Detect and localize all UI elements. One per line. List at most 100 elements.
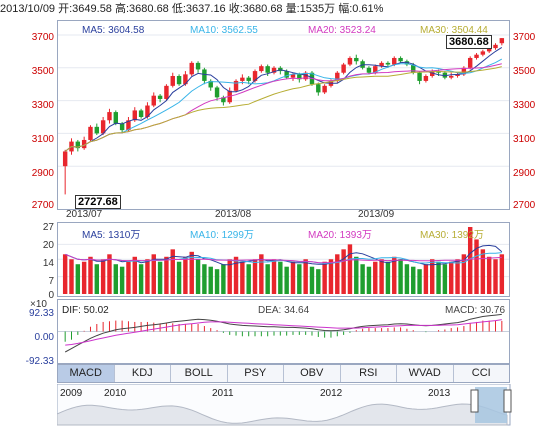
volume-bar (423, 264, 429, 294)
ma30-line (64, 66, 502, 152)
volume-bar (100, 259, 106, 294)
price-ytick-right: 3700 (513, 32, 536, 43)
price-ytick-right: 3300 (513, 100, 536, 111)
vol-ytick: 14 (42, 258, 54, 269)
volume-bar (499, 254, 505, 294)
tab-obv[interactable]: OBV (284, 365, 341, 382)
candle-body (442, 72, 448, 78)
volume-bar (442, 264, 448, 294)
candle-body (233, 80, 239, 91)
vol-ytick: 27 (42, 222, 54, 233)
volume-bar (62, 254, 68, 294)
tab-rsi[interactable]: RSI (341, 365, 397, 382)
volume-bar (271, 259, 277, 294)
history-overview[interactable] (57, 384, 517, 426)
volume-bar (455, 259, 460, 294)
candle-body (284, 71, 289, 78)
tab-macd[interactable]: MACD (58, 365, 115, 382)
volume-bar (69, 259, 74, 294)
volume-bar (480, 249, 486, 294)
volume-bar (132, 256, 137, 294)
date-tick: 2013/08 (215, 209, 252, 220)
overview-right-handle (503, 389, 512, 413)
tab-kdj[interactable]: KDJ (115, 365, 171, 382)
price-ytick-right: 3500 (513, 66, 536, 77)
candle-body (138, 110, 144, 117)
volume-bar (214, 269, 220, 294)
volume-bar (436, 261, 441, 294)
ma20-legend: MA20: 3523.24 (308, 25, 376, 36)
volume-bar (474, 239, 479, 294)
candle-body (88, 126, 93, 140)
candle-body (183, 74, 188, 85)
volume-bar (328, 259, 334, 294)
volume-bar (189, 251, 194, 294)
volume-bar (81, 261, 87, 294)
volume-bar (347, 244, 353, 294)
price-ytick-right: 3100 (513, 134, 536, 145)
volume-bar (392, 256, 397, 294)
volume-bar (145, 259, 150, 294)
volume-bar (259, 254, 264, 294)
candle-body (119, 123, 125, 131)
candle-body (316, 84, 321, 93)
price-ytick-left: 3700 (31, 32, 54, 43)
price-ytick-left: 2900 (31, 168, 54, 179)
volume-bar (461, 254, 467, 294)
candle-body (493, 44, 498, 49)
tab-wvad[interactable]: WVAD (397, 365, 454, 382)
volume-bar (398, 259, 403, 294)
ma5-legend: MA5: 3604.58 (82, 25, 145, 36)
volume-bar (195, 259, 201, 294)
candle-body (75, 141, 81, 149)
candle-body (100, 120, 106, 134)
volume-bar (486, 256, 492, 294)
candle-body (132, 110, 137, 121)
candle-body (430, 71, 435, 76)
candle-body (246, 77, 251, 81)
candle-body (214, 87, 220, 98)
candle-body (461, 67, 467, 75)
candle-body (379, 62, 384, 67)
price-ytick-right: 2900 (513, 168, 536, 179)
volume-bar (183, 256, 188, 294)
macd-ytick: -92.33 (25, 356, 54, 367)
price-ytick-left: 3300 (31, 100, 54, 111)
candle-body (354, 57, 359, 62)
volume-bar (373, 261, 378, 294)
overview-year: 2010 (104, 388, 127, 399)
volume-bar (404, 264, 410, 294)
volume-bar (284, 266, 289, 294)
candle-body (221, 97, 226, 103)
vol-ma30-legend: MA30: 1392万 (420, 230, 484, 241)
candle-body (373, 66, 378, 73)
candle-body (126, 120, 131, 131)
candle-body (499, 38, 505, 44)
price-chart (58, 34, 509, 195)
volume-bar (138, 264, 144, 294)
tab-cci[interactable]: CCI (471, 367, 491, 379)
overview-selection (475, 387, 507, 423)
volume-bar (309, 266, 315, 294)
vol-ytick: 20 (42, 240, 54, 251)
ma10-line (64, 58, 503, 152)
vol-ma10-line (65, 252, 502, 265)
candle-body (208, 80, 213, 88)
volume-bar (316, 269, 321, 294)
vol-ytick: 0 (48, 290, 54, 301)
candle-body (290, 74, 296, 78)
overview-area (57, 403, 508, 426)
volume-bar (335, 254, 340, 294)
tab-boll[interactable]: BOLL (171, 365, 228, 382)
volume-bar (246, 264, 251, 294)
dea-line (65, 319, 502, 346)
candle-body (259, 66, 264, 72)
candle-body (448, 76, 454, 78)
volume-bar (385, 261, 391, 294)
price-ytick-left: 3100 (31, 134, 54, 145)
candle-body (189, 62, 194, 75)
date-tick: 2013/09 (358, 209, 395, 220)
tab-psy[interactable]: PSY (228, 365, 284, 382)
high-price-label: 3680.68 (446, 35, 492, 49)
candle-body (474, 54, 479, 58)
